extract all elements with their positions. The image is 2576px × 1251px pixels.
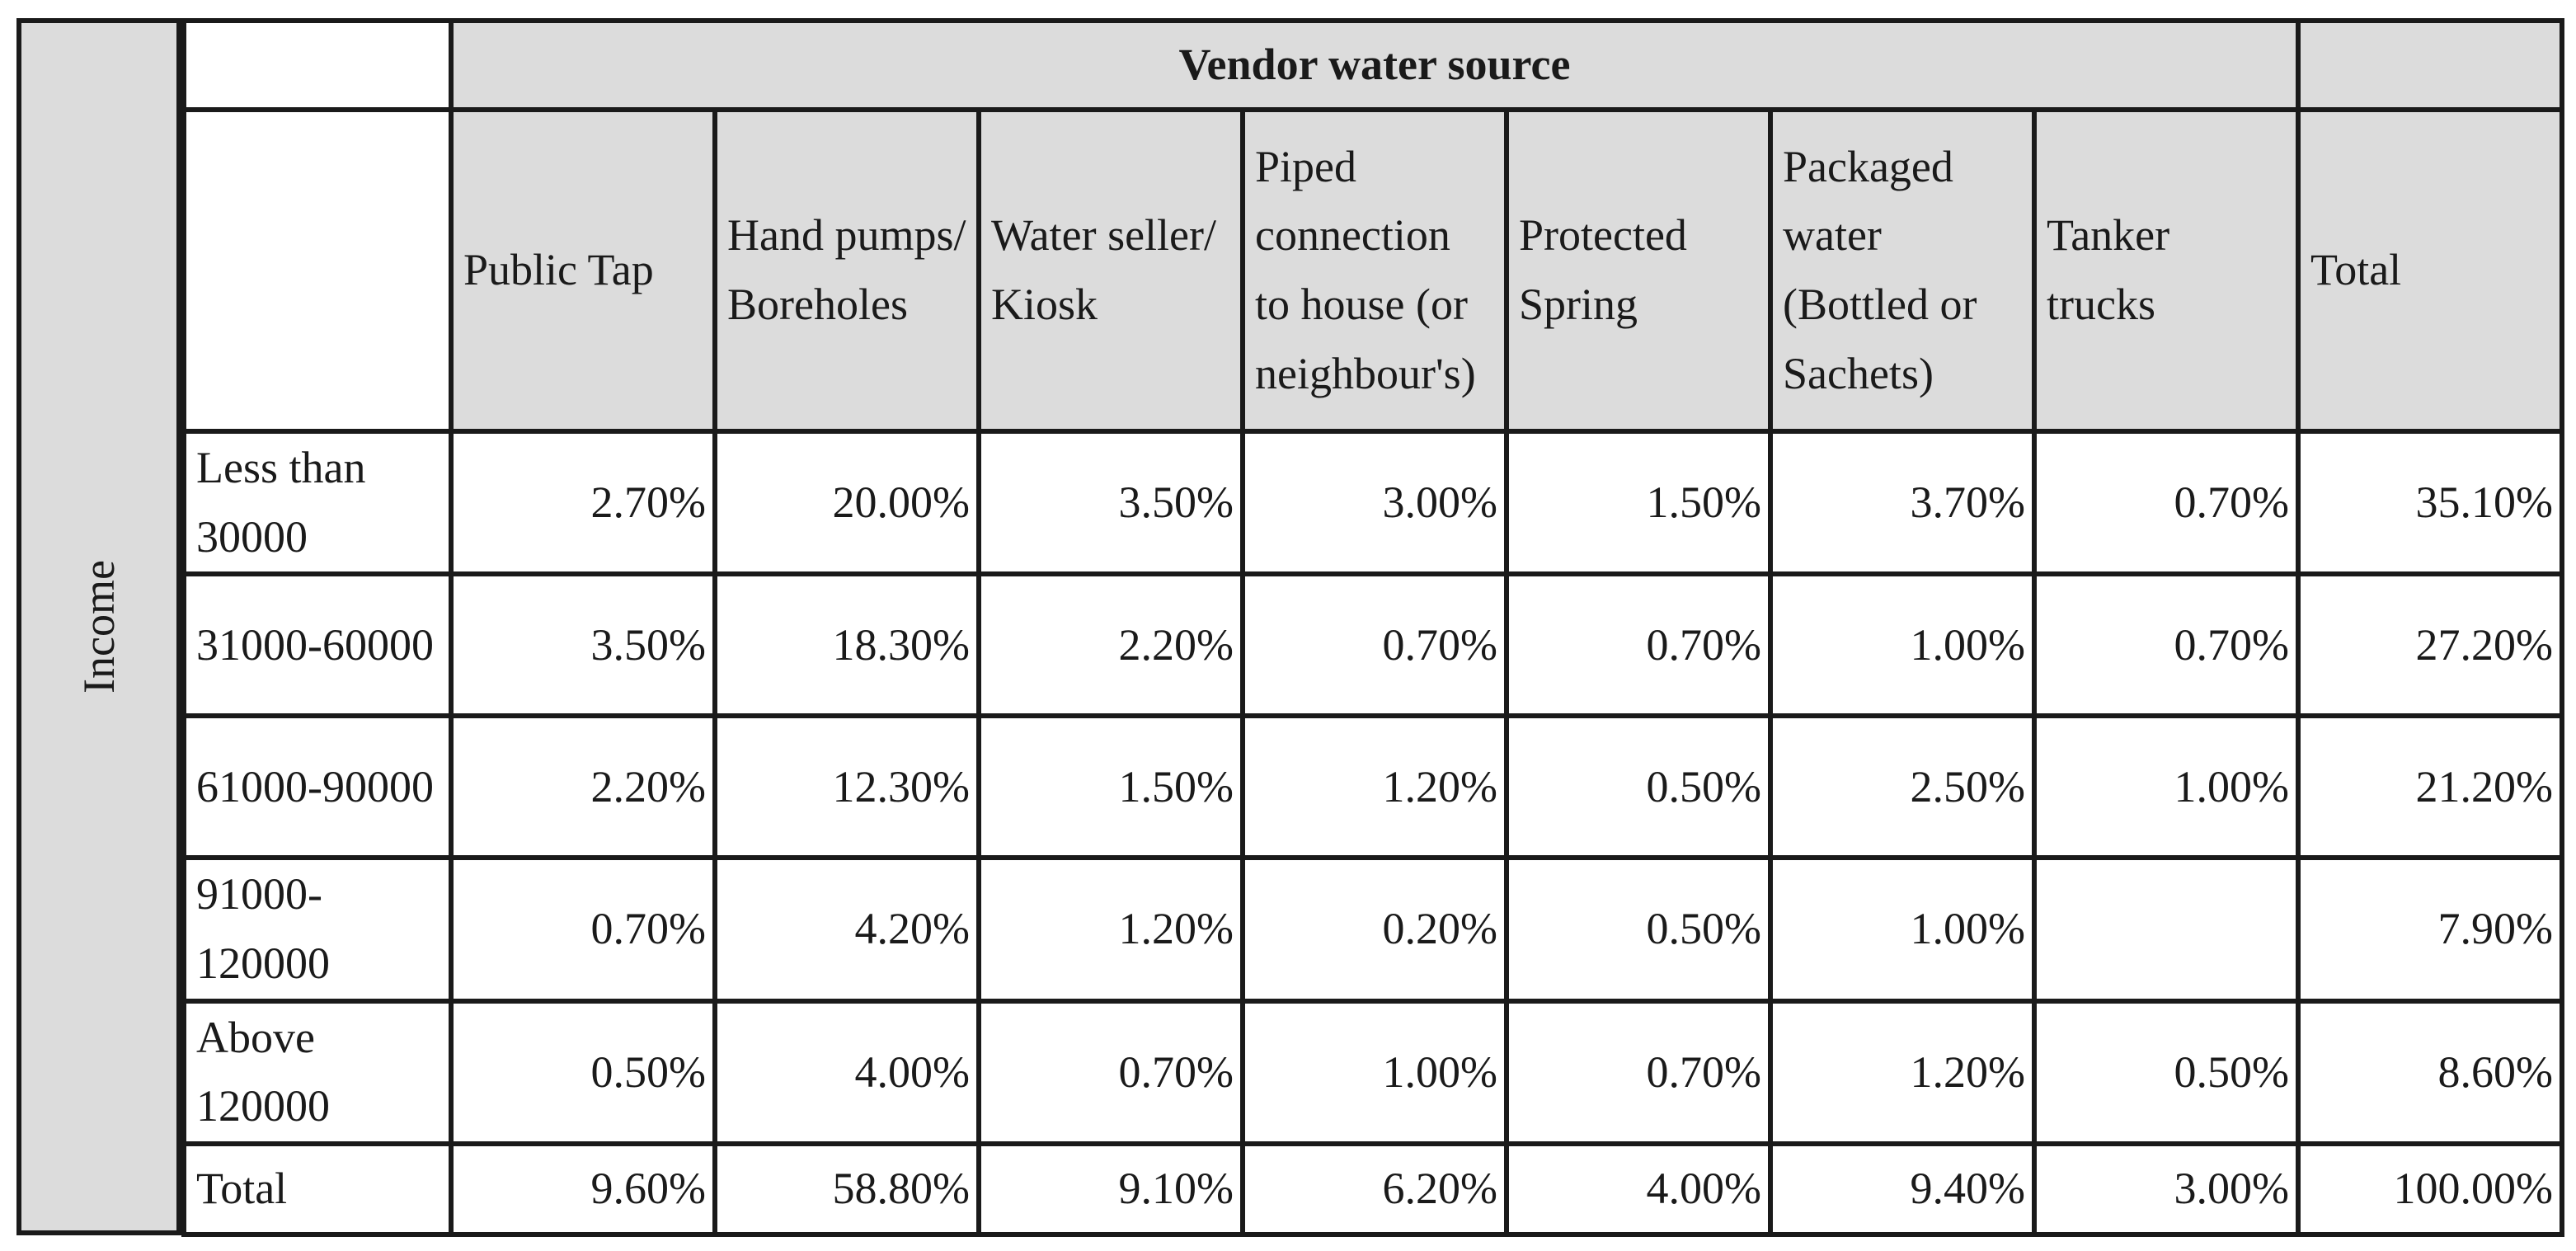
table-cell: 1.50% — [1504, 428, 1773, 577]
table-cell: 18.30% — [712, 571, 981, 719]
table-cell: 6.20% — [1240, 1141, 1509, 1238]
table-cell: 9.10% — [976, 1141, 1245, 1238]
table-cell: 1.20% — [1768, 998, 2037, 1147]
row-label: 31000-60000 — [181, 571, 454, 719]
row-label: 61000-90000 — [181, 713, 454, 861]
table-row: Total 9.60% 58.80% 9.10% 6.20% 4.00% 9.40% 3.00… — [181, 1141, 2564, 1238]
table-row: 91000-120000 0.70% 4.20% 1.20% 0.20% 0.50% 1.0… — [181, 855, 2564, 1004]
column-header: Protected Spring — [1504, 107, 1773, 434]
header-row: Public Tap Hand pumps/ Boreholes Water sel… — [181, 107, 2564, 434]
column-header: Total — [2296, 107, 2564, 434]
table-row: Less than 30000 2.70% 20.00% 3.50% 3.00% 1.50… — [181, 428, 2564, 577]
row-label: 91000-120000 — [181, 855, 454, 1004]
table-cell: 9.40% — [1768, 1141, 2037, 1238]
table-cell: 9.60% — [449, 1141, 717, 1238]
table-cell: 7.90% — [2296, 855, 2564, 1004]
row-label: Less than 30000 — [181, 428, 454, 577]
table-cell: 0.70% — [1240, 571, 1509, 719]
table-cell: 4.00% — [712, 998, 981, 1147]
table-title: Vendor water source — [449, 18, 2301, 112]
table-cell: 100.00% — [2296, 1141, 2564, 1238]
table-cell: 12.30% — [712, 713, 981, 861]
table-cell: 20.00% — [712, 428, 981, 577]
vendor-water-table: Vendor water source Public Tap Hand pumps… — [181, 18, 2564, 1238]
table-cell: 3.70% — [1768, 428, 2037, 577]
table-cell: 0.50% — [2032, 998, 2301, 1147]
table-cell: 21.20% — [2296, 713, 2564, 861]
title-corner-cell — [181, 18, 454, 112]
table-cell: 35.10% — [2296, 428, 2564, 577]
header-corner-cell — [181, 107, 454, 434]
table-cell — [2032, 855, 2301, 1004]
table-cell: 0.20% — [1240, 855, 1509, 1004]
table-cell: 0.50% — [1504, 855, 1773, 1004]
column-header: Public Tap — [449, 107, 717, 434]
table-cell: 3.50% — [976, 428, 1245, 577]
table-cell: 0.50% — [1504, 713, 1773, 861]
row-label: Total — [181, 1141, 454, 1238]
table-row: 31000-60000 3.50% 18.30% 2.20% 0.70% 0.70% 1.0… — [181, 571, 2564, 719]
table-cell: 2.70% — [449, 428, 717, 577]
table-cell: 27.20% — [2296, 571, 2564, 719]
table-cell: 1.50% — [976, 713, 1245, 861]
table-cell: 0.70% — [976, 998, 1245, 1147]
table-cell: 1.20% — [976, 855, 1245, 1004]
column-header: Hand pumps/ Boreholes — [712, 107, 981, 434]
table-cell: 3.50% — [449, 571, 717, 719]
table-cell: 0.50% — [449, 998, 717, 1147]
column-header: Water seller/ Kiosk — [976, 107, 1245, 434]
table-cell: 4.20% — [712, 855, 981, 1004]
table-cell: 1.00% — [1768, 855, 2037, 1004]
table-cell: 2.20% — [449, 713, 717, 861]
table-row: Above 120000 0.50% 4.00% 0.70% 1.00% 0.70% 1.2… — [181, 998, 2564, 1147]
table-cell: 0.70% — [1504, 571, 1773, 719]
table-cell: 8.60% — [2296, 998, 2564, 1147]
table-cell: 1.00% — [1768, 571, 2037, 719]
income-axis-panel: Income — [16, 18, 181, 1235]
table-cell: 58.80% — [712, 1141, 981, 1238]
title-total-cell — [2296, 18, 2564, 112]
table-cell: 1.00% — [1240, 998, 1509, 1147]
table-cell: 4.00% — [1504, 1141, 1773, 1238]
table-row: 61000-90000 2.20% 12.30% 1.50% 1.20% 0.50% 2.5… — [181, 713, 2564, 861]
title-row: Vendor water source — [181, 18, 2564, 112]
table-cell: 0.70% — [1504, 998, 1773, 1147]
row-label: Above 120000 — [181, 998, 454, 1147]
table-cell: 1.00% — [2032, 713, 2301, 861]
table-cell: 3.00% — [1240, 428, 1509, 577]
column-header: Tanker trucks — [2032, 107, 2301, 434]
table-cell: 2.20% — [976, 571, 1245, 719]
table-cell: 0.70% — [2032, 428, 2301, 577]
table-cell: 3.00% — [2032, 1141, 2301, 1238]
column-header: Piped connection to house (or neighbour'… — [1240, 107, 1509, 434]
column-header: Packaged water (Bottled or Sachets) — [1768, 107, 2037, 434]
income-axis-label: Income — [74, 560, 124, 694]
table-cell: 0.70% — [449, 855, 717, 1004]
table-cell: 2.50% — [1768, 713, 2037, 861]
table-cell: 0.70% — [2032, 571, 2301, 719]
table-cell: 1.20% — [1240, 713, 1509, 861]
